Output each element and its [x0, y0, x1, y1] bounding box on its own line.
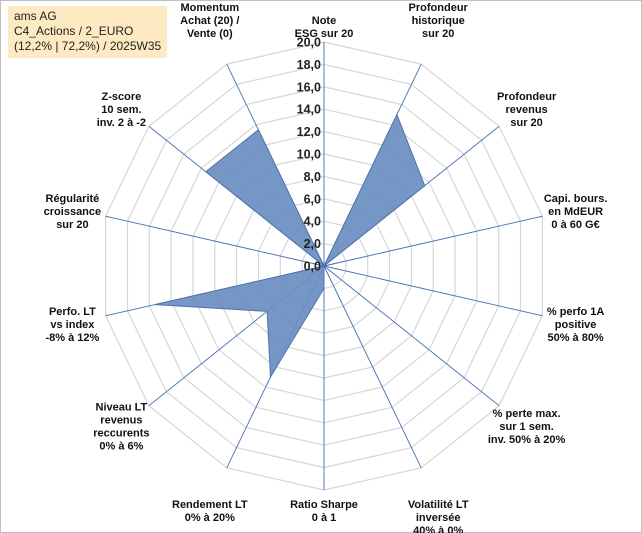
tick-label: 2,0 — [304, 237, 321, 251]
axis-label: Profondeur historique sur 20 — [409, 2, 469, 40]
tick-labels: 0,0 2,0 4,0 6,0 8,0 10,0 12,0 14,0 16,0 18,0 20,0 — [297, 36, 321, 274]
axis-label-line: % perte max. — [493, 408, 561, 420]
axis-label-line: inv. 50% à 20% — [488, 434, 566, 446]
axis-spoke — [105, 215, 325, 267]
axis-label-line: positive — [555, 319, 597, 331]
axis-spoke — [323, 265, 500, 407]
axis-label-line: historique — [412, 15, 465, 27]
axis-label-line: inversée — [416, 512, 461, 524]
axis-label-line: revenus — [505, 104, 547, 116]
axis-label-line: Momentum — [180, 2, 239, 14]
axis-label-line: Perfo. LT — [49, 306, 96, 318]
axis-label: Ratio Sharpe 0 à 1 — [290, 499, 358, 524]
tick-label: 12,0 — [297, 125, 321, 139]
axis-label-line: -8% à 12% — [45, 332, 99, 344]
axis-label-line: % perfo 1A — [547, 306, 605, 318]
tick-label: 6,0 — [304, 192, 321, 206]
stock-name: ams AG — [14, 9, 57, 23]
tick-label: 0,0 — [304, 260, 321, 274]
axis-label-line: Vente (0) — [187, 28, 233, 40]
axis-label-line: 40% à 0% — [413, 525, 463, 533]
axis-label-line: sur 20 — [510, 117, 542, 129]
axis-label-line: Rendement LT — [172, 499, 248, 511]
tick-label: 10,0 — [297, 148, 321, 162]
axis-label-line: 50% à 80% — [547, 332, 603, 344]
axis-label-line: 0% à 20% — [185, 512, 235, 524]
axis-label-line: 0% à 6% — [99, 440, 143, 452]
axis-label: Régularité croissance sur 20 — [44, 193, 101, 231]
axis-label: % perte max. sur 1 sem. inv. 50% à 20% — [488, 408, 566, 446]
axis-label: Perfo. LT vs index -8% à 12% — [45, 306, 99, 344]
axis-label-line: 0 à 60 G€ — [551, 219, 599, 231]
tick-label: 18,0 — [297, 58, 321, 72]
axis-label-line: 0 à 1 — [312, 512, 336, 524]
axis-label-line: en MdEUR — [548, 206, 603, 218]
axis-label-line: Niveau LT — [96, 401, 148, 413]
axis-label: Volatilité LT inversée 40% à 0% — [408, 499, 469, 533]
axis-label: Niveau LT revenus reccurents 0% à 6% — [93, 401, 149, 452]
tick-label: 4,0 — [304, 215, 321, 229]
axis-label-line: Profondeur — [497, 91, 557, 103]
category-line: C4_Actions / 2_EURO — [14, 24, 134, 38]
axis-label-line: Z-score — [102, 91, 142, 103]
axis-label-line: Ratio Sharpe — [290, 499, 358, 511]
axis-label: Capi. bours. en MdEUR 0 à 60 G€ — [544, 193, 608, 231]
axis-label: Z-score 10 sem. inv. 2 à -2 — [97, 91, 146, 129]
tick-label: 16,0 — [297, 80, 321, 94]
axis-label: Profondeur revenus sur 20 — [497, 91, 557, 129]
chart-header-box: ams AG C4_Actions / 2_EURO (12,2% | 72,2… — [8, 6, 168, 58]
axis-label: Note ESG sur 20 — [295, 15, 354, 40]
axis-label-line: sur 1 sem. — [499, 421, 553, 433]
axis-label-line: revenus — [100, 414, 142, 426]
tick-label: 20,0 — [297, 36, 321, 50]
series-area — [154, 113, 426, 379]
axis-label: Momentum Achat (20) / Vente (0) — [180, 2, 239, 40]
axis-label-line: Profondeur — [409, 2, 469, 14]
axis-label-line: sur 20 — [56, 219, 88, 231]
axis-label-line: Note — [312, 15, 336, 27]
axis-label-line: inv. 2 à -2 — [97, 117, 146, 129]
axis-label-line: ESG sur 20 — [295, 28, 354, 40]
axis-label: % perfo 1A positive 50% à 80% — [547, 306, 605, 344]
axis-label: Rendement LT 0% à 20% — [172, 499, 248, 524]
axis-label-line: reccurents — [93, 427, 149, 439]
axis-spoke — [323, 265, 422, 468]
tick-label: 8,0 — [304, 170, 321, 184]
axis-label-line: Achat (20) / — [180, 15, 239, 27]
axis-label-line: Régularité — [46, 193, 100, 205]
axis-spoke — [323, 215, 543, 267]
axis-spoke — [323, 265, 543, 317]
axis-label-line: Capi. bours. — [544, 193, 608, 205]
stats-line: (12,2% | 72,2%) / 2025W35 — [14, 39, 162, 53]
axis-label-line: sur 20 — [422, 28, 454, 40]
axis-label-line: Volatilité LT — [408, 499, 469, 511]
tick-label: 14,0 — [297, 103, 321, 117]
axis-label-line: 10 sem. — [101, 104, 141, 116]
axis-label-line: vs index — [50, 319, 95, 331]
axis-label-line: croissance — [44, 206, 101, 218]
